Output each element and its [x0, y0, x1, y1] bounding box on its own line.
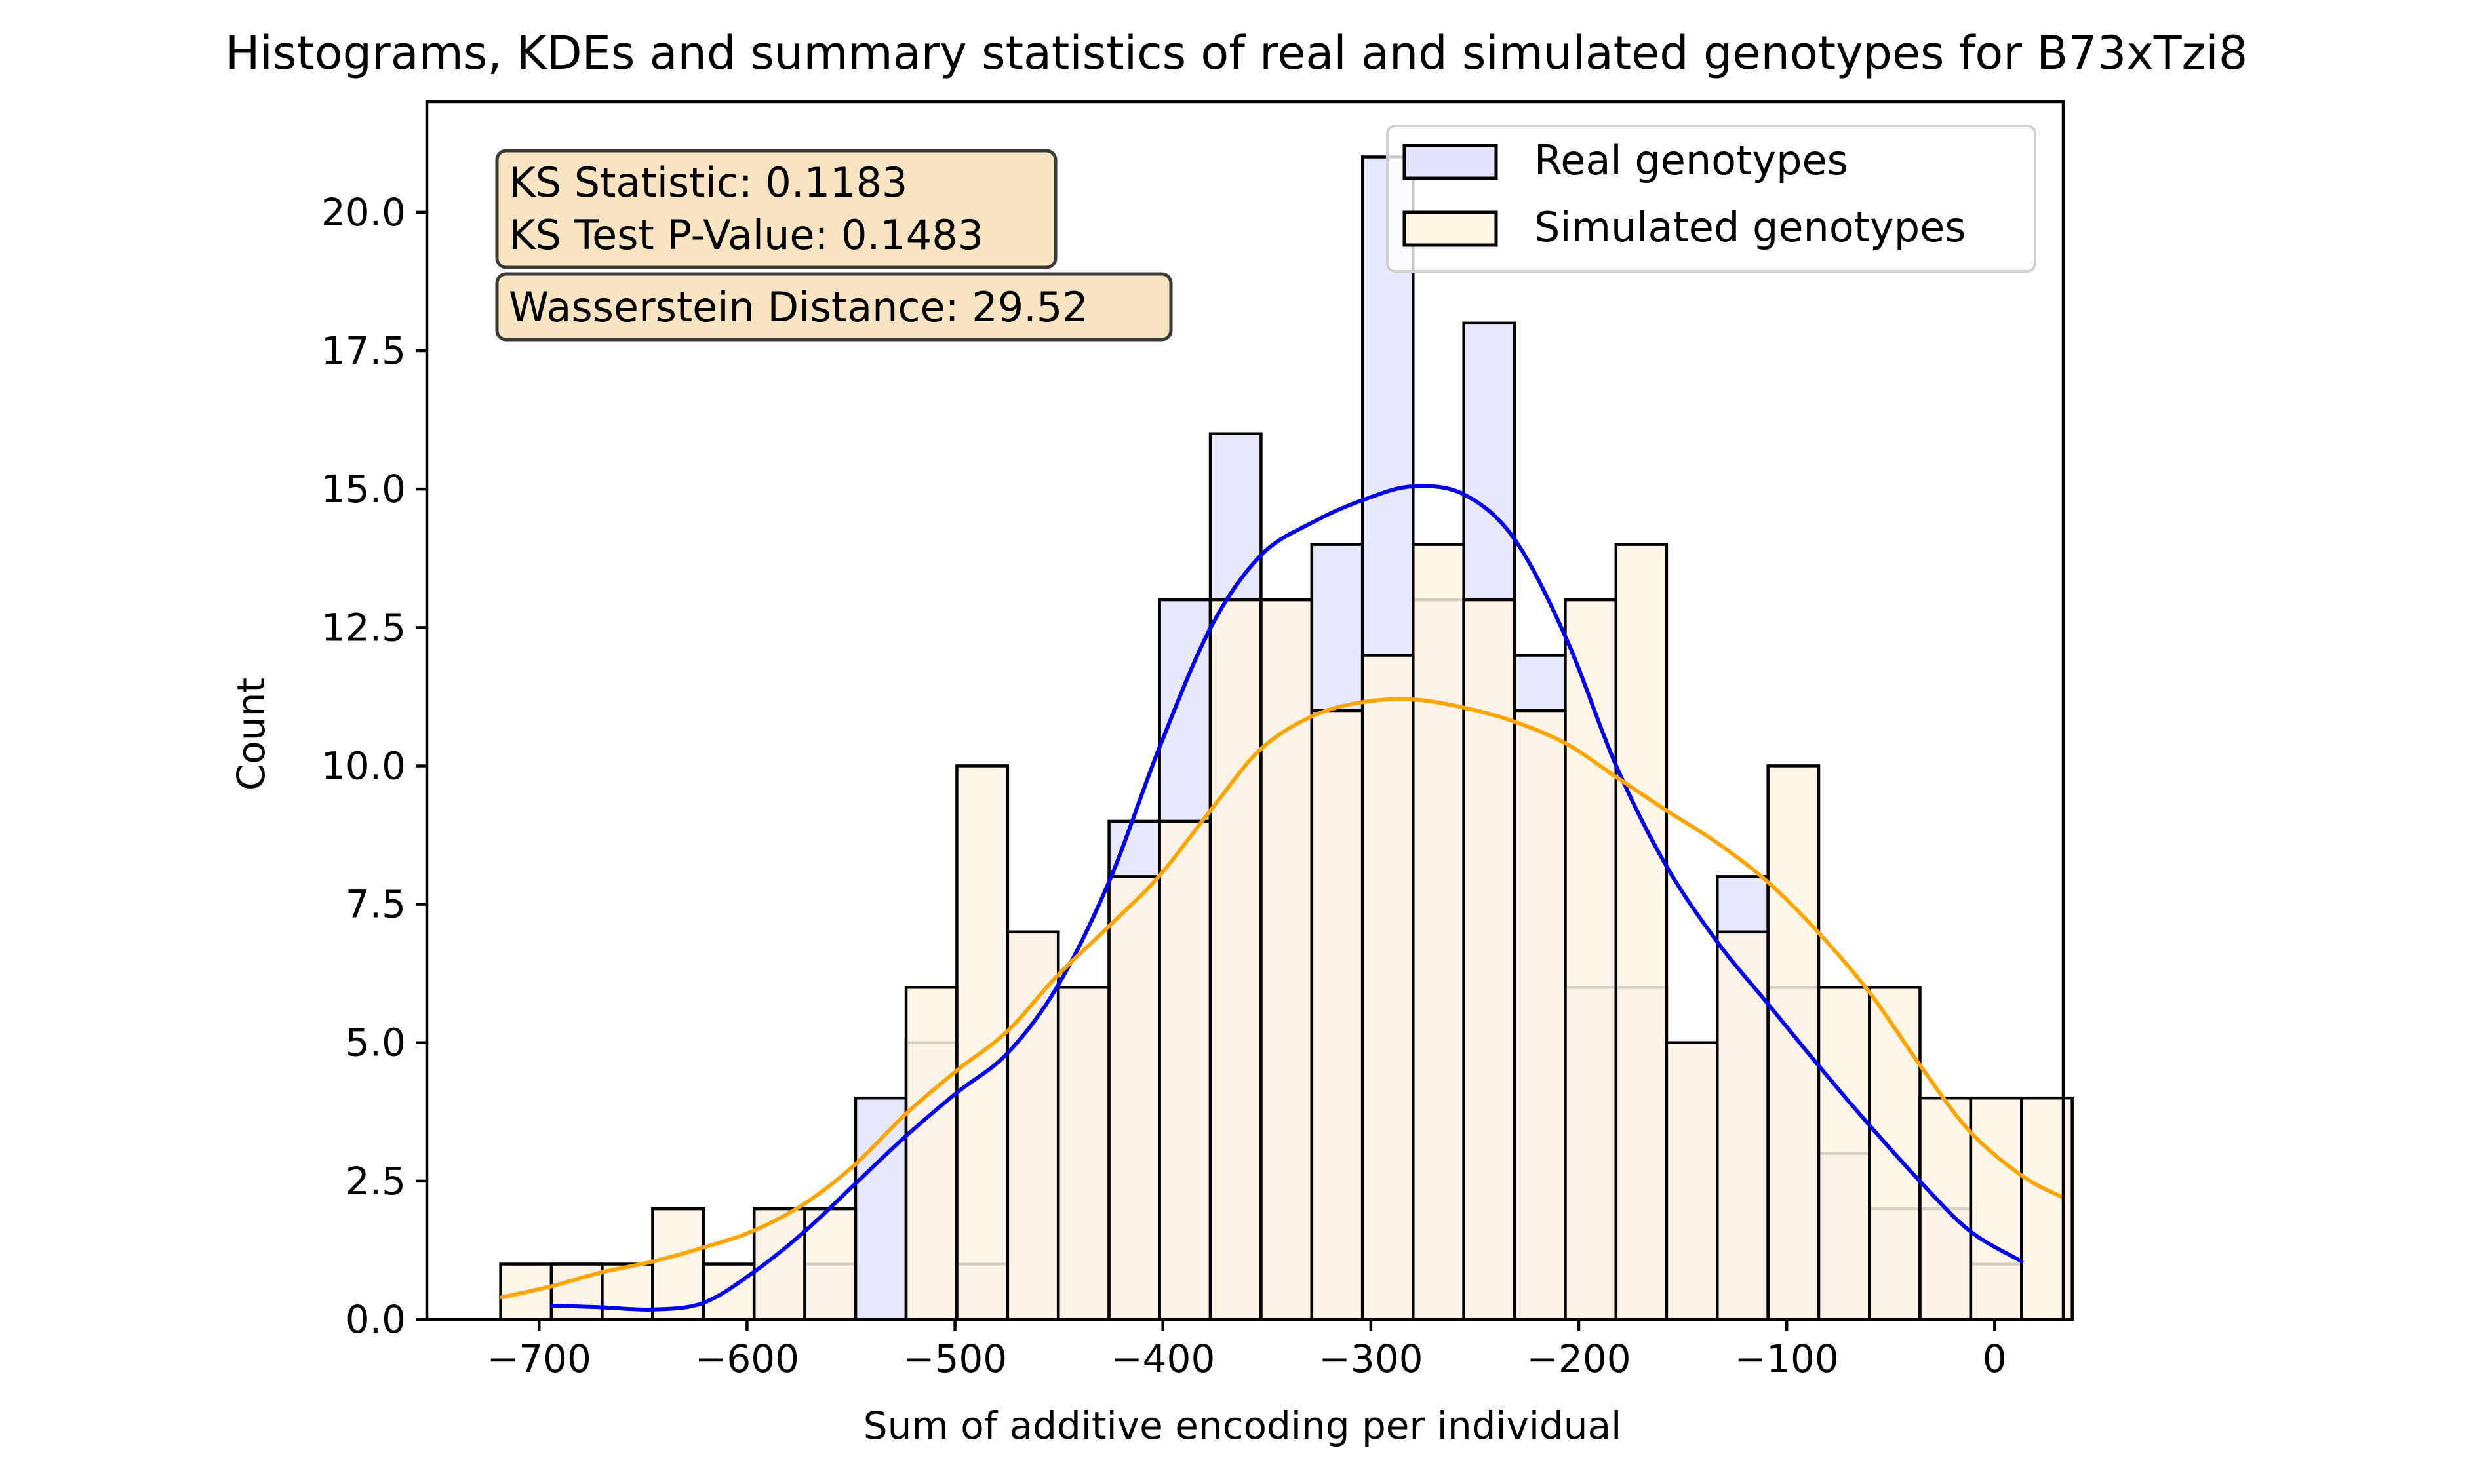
bar-simulated-14 [1208, 598, 1263, 1321]
stats-box-wasserstein: Wasserstein Distance: 29.52 [495, 272, 1173, 342]
bar-simulated-29 [1969, 1096, 2023, 1321]
bar-simulated-24 [1716, 930, 1770, 1321]
bar-simulated-13 [1158, 819, 1212, 1321]
stats-box-ks: KS Statistic: 0.1183 KS Test P-Value: 0.… [495, 149, 1058, 269]
kde-line-real [549, 484, 2024, 1312]
bar-simulated-3 [651, 1207, 705, 1321]
x-tick-label-3: −400 [1111, 1337, 1215, 1381]
x-tick-label-0: −700 [487, 1337, 591, 1381]
y-tick-label-7: 17.5 [321, 328, 406, 373]
x-tick-label-4: −300 [1318, 1337, 1423, 1381]
axes: −700 −600 −500 −400 −300 −200 −100 0 0.0 2.5 5.0 7.… [321, 100, 2065, 1381]
bar-simulated-23 [1665, 1041, 1719, 1321]
legend-swatch-real [1402, 144, 1498, 180]
legend-label-real: Real genotypes [1534, 136, 1848, 184]
x-tick-label-7: 0 [1983, 1337, 2007, 1381]
y-tick-label-4: 10.0 [321, 743, 406, 788]
bar-simulated-21 [1564, 598, 1618, 1321]
y-tick-label-2: 5.0 [346, 1021, 406, 1065]
chart-title: Histograms, KDEs and summary statistics … [226, 26, 2248, 80]
y-axis-label: Count [229, 678, 273, 791]
x-tick-label-1: −600 [695, 1337, 799, 1381]
y-tick-label-6: 15.0 [321, 467, 406, 511]
y-tick-label-5: 12.5 [321, 605, 406, 650]
bar-simulated-20 [1513, 709, 1567, 1321]
legend-swatch-simulated [1402, 210, 1498, 247]
kde-line-simulated [500, 697, 2065, 1300]
legend: Real genotypes Simulated genotypes [1386, 125, 2036, 273]
bar-simulated-26 [1817, 986, 1871, 1321]
bar-simulated-18 [1412, 543, 1465, 1321]
bar-simulated-10 [1006, 930, 1060, 1321]
ks-pvalue-text: KS Test P-Value: 0.1483 [509, 211, 983, 259]
kde-curves [500, 484, 2065, 1312]
plot-frame [425, 100, 2065, 1321]
bar-real-6 [854, 1096, 908, 1321]
bar-simulated-12 [1107, 875, 1161, 1321]
y-tick-label-1: 2.5 [346, 1159, 406, 1203]
ks-statistic-text: KS Statistic: 0.1183 [509, 159, 907, 206]
bar-simulated-16 [1310, 709, 1364, 1321]
x-tick-label-6: −100 [1735, 1337, 1839, 1381]
x-tick-label-5: −200 [1526, 1337, 1631, 1381]
y-tick-label-0: 0.0 [346, 1297, 406, 1342]
bar-simulated-25 [1766, 764, 1821, 1321]
bar-simulated-11 [1056, 986, 1111, 1321]
bar-simulated-17 [1360, 654, 1415, 1321]
wasserstein-text: Wasserstein Distance: 29.52 [509, 283, 1088, 331]
x-axis-label: Sum of additive encoding per individual [863, 1403, 1621, 1448]
y-tick-label-8: 20.0 [321, 190, 406, 235]
bar-simulated-8 [904, 986, 959, 1321]
legend-label-simulated: Simulated genotypes [1534, 203, 1966, 251]
bar-simulated-22 [1614, 543, 1669, 1321]
bar-simulated-15 [1259, 598, 1314, 1321]
x-tick-label-2: −500 [903, 1337, 1007, 1381]
bar-simulated-9 [955, 764, 1010, 1321]
y-tick-label-3: 7.5 [346, 882, 406, 927]
